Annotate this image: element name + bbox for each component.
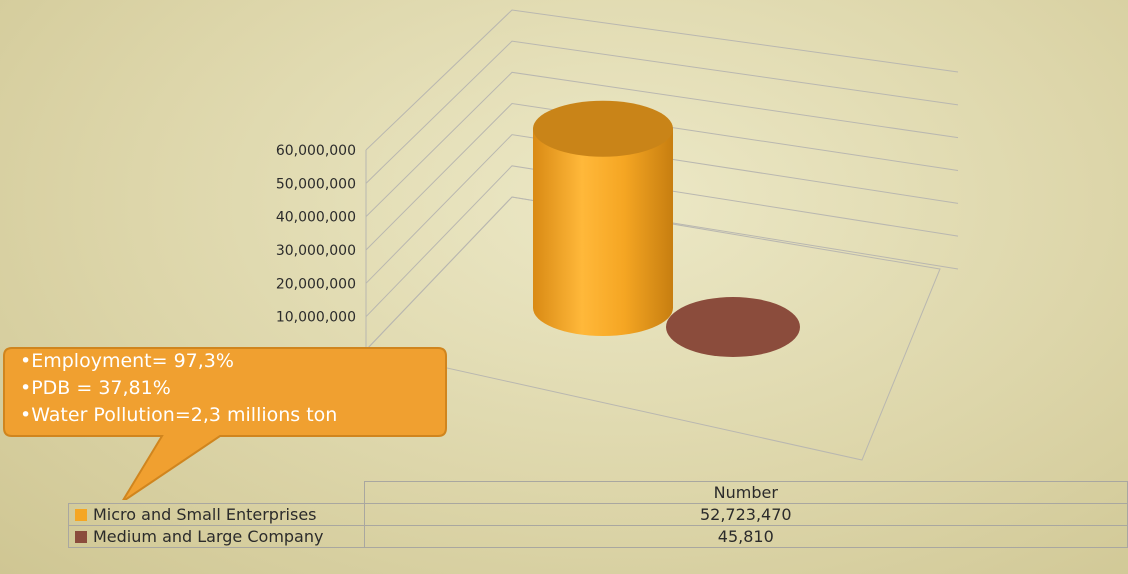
gridline bbox=[365, 71, 959, 218]
bar-cylinder-micro-small-top bbox=[533, 100, 673, 157]
callout-shape bbox=[3, 347, 447, 500]
bar-cylinder-medium-large bbox=[666, 297, 800, 357]
y-tick-label: 60,000,000 bbox=[276, 143, 356, 159]
y-tick-label: 40,000,000 bbox=[276, 210, 356, 226]
y-tick-label: 30,000,000 bbox=[276, 243, 356, 259]
gridline bbox=[365, 165, 959, 318]
gridline bbox=[365, 40, 959, 184]
table-header-row: Number bbox=[68, 481, 1128, 504]
row-label-micro-small: Micro and Small Enterprises bbox=[68, 503, 365, 526]
callout-box: •Employment= 97,3% •PDB = 37,81% •Water … bbox=[20, 348, 440, 429]
gridline bbox=[365, 134, 959, 284]
gridline bbox=[365, 102, 959, 251]
row-value-medium-large: 45,810 bbox=[363, 525, 1128, 548]
row-label-medium-large: Medium and Large Company bbox=[68, 525, 365, 548]
bar-cylinder-micro-small-body bbox=[533, 128, 673, 336]
column-header: Number bbox=[363, 481, 1128, 504]
gridline bbox=[365, 9, 959, 151]
legend-swatch-brown bbox=[75, 531, 87, 543]
legend-swatch-orange bbox=[75, 509, 87, 521]
chart-marks bbox=[533, 100, 800, 357]
callout-line-pdb: •PDB = 37,81% bbox=[20, 377, 171, 399]
table-corner bbox=[68, 481, 365, 504]
data-table: Number Micro and Small Enterprises 52,72… bbox=[68, 481, 1128, 548]
y-tick-label: 20,000,000 bbox=[276, 276, 356, 292]
y-tick-label: 50,000,000 bbox=[276, 176, 356, 192]
callout-line-employment: •Employment= 97,3% bbox=[20, 350, 234, 372]
table-row: Medium and Large Company 45,810 bbox=[68, 525, 1128, 548]
row-value-micro-small: 52,723,470 bbox=[363, 503, 1128, 526]
callout-line-water-pollution: •Water Pollution=2,3 millions ton bbox=[20, 404, 338, 426]
chart-gridlines bbox=[365, 9, 959, 461]
table-row: Micro and Small Enterprises 52,723,470 bbox=[68, 503, 1128, 526]
y-tick-label: 10,000,000 bbox=[276, 310, 356, 326]
gridline bbox=[365, 196, 959, 351]
y-axis-tick-labels: 10,000,000 20,000,000 30,000,000 40,000,000… bbox=[276, 143, 356, 326]
